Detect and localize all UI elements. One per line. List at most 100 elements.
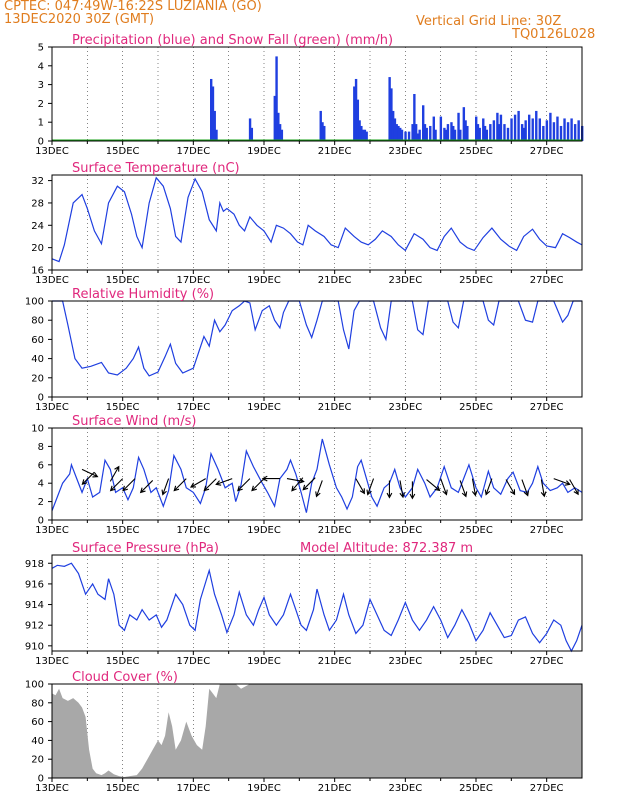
y-tick-label: 100 — [25, 297, 44, 308]
precip-bar — [524, 120, 527, 141]
precip-bar — [478, 127, 481, 141]
y-tick-label: 0 — [38, 393, 44, 404]
precip-bar — [443, 127, 446, 141]
wind-arrow — [471, 478, 478, 497]
wind-arrow — [302, 477, 316, 491]
precip-bar — [278, 124, 282, 141]
precip-bar — [444, 129, 448, 141]
precip-bar — [552, 122, 556, 141]
x-tick-label: 15DEC — [106, 275, 140, 286]
precip-bar — [248, 118, 252, 141]
y-tick-label: 0 — [38, 137, 44, 148]
precip-bar — [360, 125, 363, 141]
precip-bar — [513, 114, 517, 141]
pres-title: Surface Pressure (hPa) — [72, 541, 219, 556]
x-tick-label: 13DEC — [35, 146, 69, 157]
precip-bar — [522, 127, 526, 141]
x-tick-label: 21DEC — [318, 783, 352, 794]
precip-bar — [457, 112, 460, 141]
wind-arrow — [173, 478, 187, 492]
x-tick-label: 15DEC — [106, 146, 140, 157]
temp-frame — [51, 174, 583, 271]
precip-bar — [483, 125, 487, 141]
precip-bar — [496, 112, 499, 141]
y-tick-label: 40 — [31, 736, 44, 747]
x-tick-label: 23DEC — [388, 656, 422, 667]
wind-arrow — [261, 475, 280, 482]
precip-bar — [411, 124, 414, 141]
x-tick-label: 13DEC — [35, 525, 69, 536]
temp-title: Surface Temperature (nC) — [72, 161, 240, 176]
x-tick-label: 19DEC — [247, 783, 281, 794]
precip-bar — [211, 86, 215, 141]
precip-bar — [356, 99, 360, 141]
y-tick-label: 16 — [31, 266, 44, 277]
x-tick-label: 19DEC — [247, 146, 281, 157]
precip-bar — [250, 127, 254, 141]
y-tick-label: 2 — [38, 99, 44, 110]
precip-bar — [400, 129, 404, 141]
wind-arrow — [386, 480, 393, 499]
x-tick-label: 15DEC — [106, 402, 140, 413]
wind-arrow — [81, 471, 95, 485]
x-tick-label: 25DEC — [459, 275, 493, 286]
cloud-area — [52, 684, 582, 778]
header-code: TQ0126L028 — [512, 27, 596, 42]
precip-bar — [499, 114, 503, 141]
wind-arrow — [540, 479, 547, 498]
rh-title: Relative Humidity (%) — [72, 287, 214, 302]
y-tick-label: 4 — [38, 61, 44, 72]
wind-arrow — [203, 478, 217, 492]
precip-bar — [459, 129, 462, 141]
temp-line — [51, 176, 583, 263]
precip-bar — [275, 56, 278, 141]
precip-bar — [476, 124, 480, 141]
precip-bar — [404, 131, 407, 141]
x-tick-label: 23DEC — [388, 146, 422, 157]
precip-bar — [542, 125, 545, 141]
x-tick-label: 25DEC — [459, 146, 493, 157]
precip-bar — [273, 95, 276, 141]
precip-bar — [510, 118, 513, 141]
precip-bar — [563, 118, 566, 141]
x-tick-label: 21DEC — [318, 402, 352, 413]
y-tick-label: 24 — [31, 221, 44, 232]
y-tick-label: 918 — [25, 559, 44, 570]
x-tick-label: 15DEC — [106, 783, 140, 794]
wind-line — [51, 438, 583, 513]
wind-title: Surface Wind (m/s) — [72, 414, 196, 429]
y-tick-label: 20 — [31, 373, 44, 384]
wind-arrow — [109, 478, 124, 492]
precip-bar — [280, 129, 284, 141]
precip-bar — [418, 129, 421, 141]
precip-bar — [528, 114, 531, 141]
header-grid-note: Vertical Grid Line: 30Z — [416, 14, 562, 29]
pres-note: Model Altitude: 872.387 m — [300, 541, 473, 556]
y-tick-label: 8 — [38, 442, 44, 453]
y-tick-label: 28 — [31, 198, 44, 209]
precip-bar — [358, 120, 361, 141]
precip-bar — [538, 118, 541, 141]
x-tick-label: 25DEC — [459, 656, 493, 667]
precip-bar — [506, 127, 510, 141]
x-tick-label: 25DEC — [459, 783, 493, 794]
precip-bar — [482, 118, 485, 141]
precip-bar — [439, 116, 443, 141]
x-tick-label: 17DEC — [176, 525, 210, 536]
y-tick-label: 40 — [31, 354, 44, 365]
precip-bar — [414, 124, 418, 141]
precip-bar — [475, 116, 478, 141]
precip-bar — [422, 105, 425, 141]
precip-bar — [432, 116, 435, 141]
precip-bar — [395, 124, 398, 141]
precip-bar — [407, 131, 411, 141]
precip-bar — [416, 133, 420, 141]
precip-title: Precipitation (blue) and Snow Fall (gree… — [72, 33, 393, 48]
precip-bar — [429, 125, 432, 141]
y-tick-label: 0 — [38, 516, 44, 527]
rh-line — [52, 300, 582, 377]
y-tick-label: 1 — [38, 118, 44, 129]
rh-panel — [48, 300, 583, 401]
rh-frame — [51, 300, 583, 398]
